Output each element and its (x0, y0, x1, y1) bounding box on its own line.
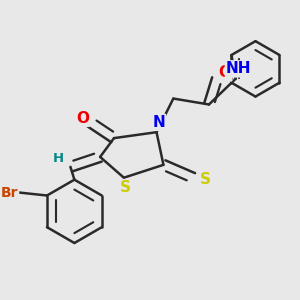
Text: NH: NH (226, 61, 251, 76)
Text: O: O (218, 65, 231, 80)
Text: O: O (76, 111, 89, 126)
Text: N: N (152, 115, 165, 130)
Text: S: S (120, 180, 131, 195)
Text: Br: Br (1, 185, 18, 200)
Text: S: S (200, 172, 211, 187)
Text: H: H (53, 152, 64, 165)
